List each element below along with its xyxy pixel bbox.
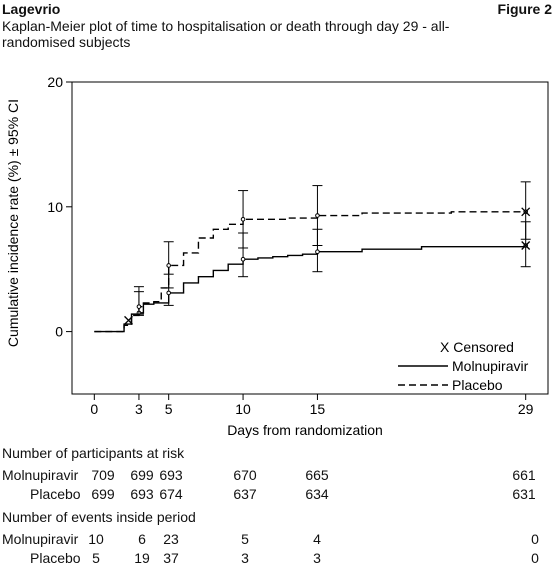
figure-label: Figure 2 [497, 1, 552, 17]
legend-label: Molnupiravir [452, 358, 529, 374]
ci-point [315, 213, 320, 218]
y-tick-label: 20 [47, 74, 63, 90]
censor-mark [124, 315, 133, 325]
y-axis-label: Cumulative incidence rate (%) ± 95% CI [5, 99, 21, 347]
chart-title: Kaplan-Meier plot of time to hospitalisa… [2, 18, 450, 50]
legend-label: Placebo [452, 377, 503, 393]
censor-mark [521, 241, 531, 250]
ci-point [315, 249, 320, 255]
x-tick-label: 10 [235, 401, 251, 417]
x-tick-label: 15 [310, 401, 326, 417]
ci-point [166, 263, 171, 268]
x-tick-label: 0 [90, 401, 98, 417]
x-axis-label: Days from randomization [227, 422, 383, 438]
x-tick-label: 5 [165, 401, 173, 417]
y-tick-label: 10 [47, 199, 63, 215]
plot-frame [71, 81, 549, 395]
ci-point [136, 304, 142, 309]
series-line-placebo [94, 211, 526, 333]
censor-mark [521, 207, 531, 217]
ci-point [240, 216, 246, 222]
product-name: Lagevrio [2, 1, 61, 17]
ci-point [240, 256, 246, 262]
legend-censored: X Censored [440, 339, 514, 355]
series-line-molnupiravir [94, 245, 527, 333]
x-tick-label: 3 [135, 401, 143, 417]
ci-point [166, 290, 171, 296]
y-tick-label: 0 [55, 324, 63, 340]
x-tick-label: 29 [518, 401, 534, 417]
